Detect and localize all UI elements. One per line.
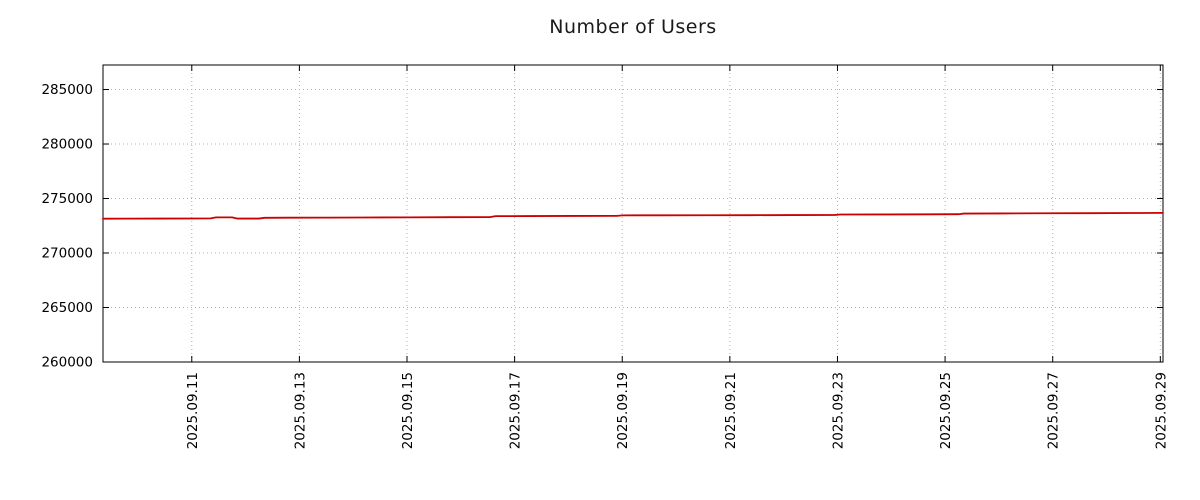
- y-tick-label: 275000: [41, 191, 93, 207]
- x-tick-label: 2025.09.23: [830, 372, 846, 449]
- y-tick-label: 285000: [41, 82, 93, 98]
- x-tick-label: 2025.09.19: [615, 372, 631, 449]
- x-tick-label: 2025.09.27: [1046, 372, 1062, 449]
- y-tick-label: 280000: [41, 137, 93, 153]
- x-tick-label: 2025.09.25: [938, 372, 954, 449]
- x-tick-label: 2025.09.17: [508, 372, 524, 449]
- x-tick-label: 2025.09.29: [1153, 372, 1169, 449]
- x-tick-label: 2025.09.15: [400, 372, 416, 449]
- x-tick-label: 2025.09.13: [292, 372, 308, 449]
- x-tick-label: 2025.09.21: [723, 372, 739, 449]
- y-tick-label: 265000: [41, 300, 93, 316]
- x-tick-label: 2025.09.11: [185, 372, 201, 449]
- y-tick-label: 260000: [41, 355, 93, 371]
- chart-title: Number of Users: [549, 16, 717, 38]
- y-tick-label: 270000: [41, 246, 93, 262]
- series-line: [102, 211, 1164, 220]
